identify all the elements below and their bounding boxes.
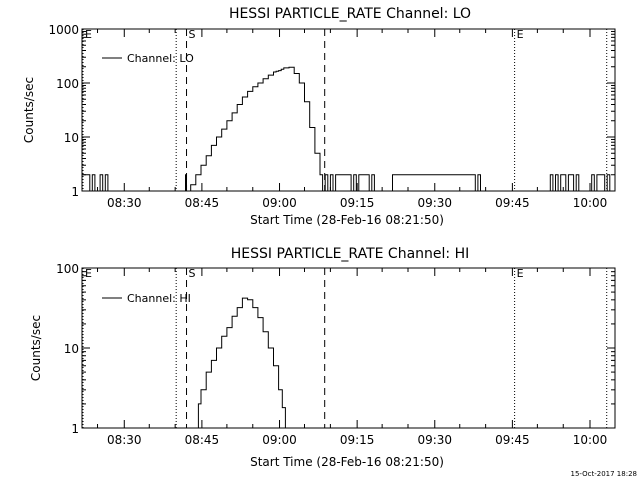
- series-layer: [82, 66, 615, 192]
- x-tick-label: 09:30: [417, 196, 452, 210]
- series-layer: [195, 297, 286, 429]
- y-axis-label: Counts/sec: [22, 77, 36, 143]
- marker-label: E: [85, 28, 92, 41]
- x-tick-label: 08:30: [107, 433, 142, 447]
- x-tick-label: 09:00: [262, 196, 297, 210]
- y-tick-label: 1000: [48, 23, 79, 37]
- x-axis-label: Start Time (28-Feb-16 08:21:50): [250, 455, 444, 469]
- marker-label: E: [85, 267, 92, 280]
- x-tick-label: 09:30: [417, 433, 452, 447]
- legend: Channel: LO: [102, 52, 194, 65]
- plot-frame: [81, 28, 616, 192]
- y-tick-label: 1: [71, 422, 79, 436]
- legend-label: Channel: HI: [127, 292, 191, 305]
- x-tick-label: 09:15: [340, 196, 375, 210]
- series-line: [82, 66, 615, 192]
- x-ticks: 08:30 08:45 09:00 09:15 09:30 09:45 10:00: [97, 29, 616, 210]
- marker-lines: [82, 268, 608, 428]
- marker-label: S: [189, 28, 196, 41]
- legend-label: Channel: LO: [127, 52, 194, 65]
- legend: Channel: HI: [102, 292, 191, 305]
- x-tick-label: 10:00: [573, 433, 608, 447]
- y-axis-label: Counts/sec: [29, 315, 43, 381]
- y-ticks: 1 10 100: [56, 262, 615, 436]
- x-tick-label: 08:45: [185, 433, 220, 447]
- y-tick-label: 1: [71, 185, 79, 199]
- marker-lines: [82, 29, 608, 191]
- chart-title: HESSI PARTICLE_RATE Channel: HI: [231, 246, 469, 262]
- series-line: [195, 297, 286, 429]
- x-tick-label: 10:00: [573, 196, 608, 210]
- chart-title: HESSI PARTICLE_RATE Channel: LO: [229, 6, 471, 22]
- footer-timestamp: 15-Oct-2017 18:28: [571, 470, 637, 478]
- x-tick-label: 09:45: [495, 196, 530, 210]
- x-tick-label: 09:45: [495, 433, 530, 447]
- marker-label: E: [517, 28, 524, 41]
- x-tick-label: 08:45: [185, 196, 220, 210]
- y-tick-label: 100: [56, 262, 79, 276]
- x-axis-label: Start Time (28-Feb-16 08:21:50): [250, 213, 444, 227]
- x-tick-label: 09:00: [262, 433, 297, 447]
- x-tick-label: 09:15: [340, 433, 375, 447]
- y-ticks: 1 10 100 1000: [48, 23, 615, 199]
- y-tick-label: 10: [64, 342, 79, 356]
- x-tick-label: 08:30: [107, 196, 142, 210]
- y-tick-label: 100: [56, 77, 79, 91]
- marker-label: S: [189, 267, 196, 280]
- x-ticks: 08:30 08:45 09:00 09:15 09:30 09:45 10:00: [97, 268, 616, 447]
- marker-label: E: [517, 267, 524, 280]
- y-tick-label: 10: [64, 131, 79, 145]
